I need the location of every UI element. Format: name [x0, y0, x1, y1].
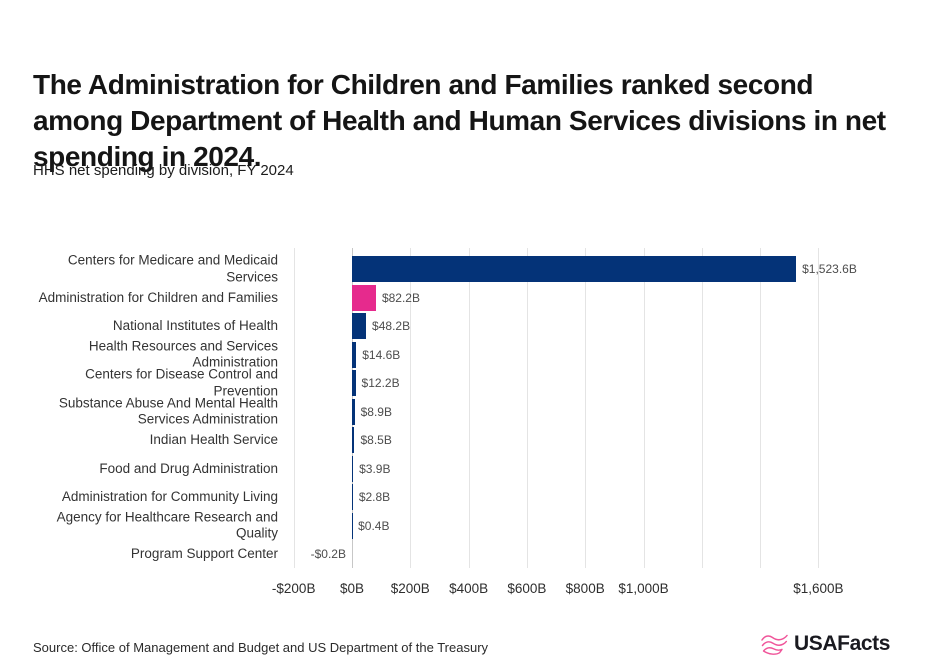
- x-axis-tick-label: $1,000B: [618, 581, 669, 596]
- source-note: Source: Office of Management and Budget …: [33, 640, 489, 655]
- gridline: [701, 248, 703, 568]
- gridline: [585, 248, 587, 568]
- bar[interactable]: [352, 398, 355, 425]
- category-label: Agency for Healthcare Research and Quali…: [56, 509, 278, 541]
- value-label: -$0.2B: [310, 547, 346, 561]
- usafacts-logo-icon: [760, 633, 789, 656]
- bar[interactable]: [352, 341, 357, 368]
- gridline: [526, 248, 528, 568]
- category-label: Health Resources and Services Administra…: [88, 338, 278, 370]
- x-axis-tick-label: $1,600B: [793, 581, 844, 596]
- category-label: Administration for Children and Families: [38, 289, 278, 305]
- category-label: Indian Health Service: [149, 431, 278, 447]
- category-label: Administration for Community Living: [61, 488, 278, 504]
- gridline: [293, 248, 295, 568]
- bar[interactable]: [352, 256, 797, 282]
- gridline: [760, 248, 762, 568]
- bar[interactable]: [352, 284, 376, 311]
- usafacts-logo: USAFacts: [760, 631, 890, 657]
- value-label: $0.4B: [358, 518, 390, 533]
- bar[interactable]: [352, 484, 353, 510]
- category-label: Food and Drug Administration: [99, 460, 278, 476]
- value-label: $48.2B: [372, 319, 411, 333]
- category-label: Centers for Disease Control and Preventi…: [85, 366, 278, 399]
- bar[interactable]: [352, 313, 367, 339]
- x-axis-tick-label: -$200B: [271, 581, 316, 596]
- gridline: [818, 248, 820, 568]
- bar-chart: Centers for Medicare and Medicaid Servic…: [0, 248, 929, 600]
- gridline: [410, 248, 412, 568]
- value-label: $14.6B: [362, 347, 401, 362]
- value-label: $8.9B: [360, 404, 392, 419]
- x-axis-tick-label: $800B: [565, 581, 605, 596]
- value-label: $2.8B: [358, 490, 391, 504]
- chart-subtitle: HHS net spending by division, FY 2024: [33, 162, 294, 179]
- bar[interactable]: [352, 370, 356, 396]
- category-label: Centers for Medicare and Medicaid Servic…: [67, 252, 278, 285]
- value-label: $8.5B: [360, 433, 392, 447]
- x-axis-tick-label: $600B: [507, 581, 547, 596]
- bar[interactable]: [352, 455, 354, 482]
- value-label: $82.2B: [381, 290, 420, 305]
- x-axis-tick-label: $200B: [390, 581, 430, 596]
- x-axis-tick-label: $0B: [339, 581, 365, 596]
- value-label: $12.2B: [361, 376, 400, 390]
- value-label: $1,523.6B: [802, 262, 857, 276]
- page-title: The Administration for Children and Fami…: [33, 68, 886, 172]
- value-label: $3.9B: [359, 461, 391, 476]
- category-label: National Institutes of Health: [112, 317, 278, 333]
- category-label: Substance Abuse And Mental Health Servic…: [58, 395, 278, 427]
- gridline: [643, 248, 645, 568]
- gridline: [468, 248, 470, 568]
- bar[interactable]: [352, 427, 355, 453]
- category-label: Program Support Center: [130, 545, 278, 561]
- x-axis-tick-label: $400B: [449, 581, 489, 596]
- usafacts-logo-text: USAFacts: [794, 632, 890, 655]
